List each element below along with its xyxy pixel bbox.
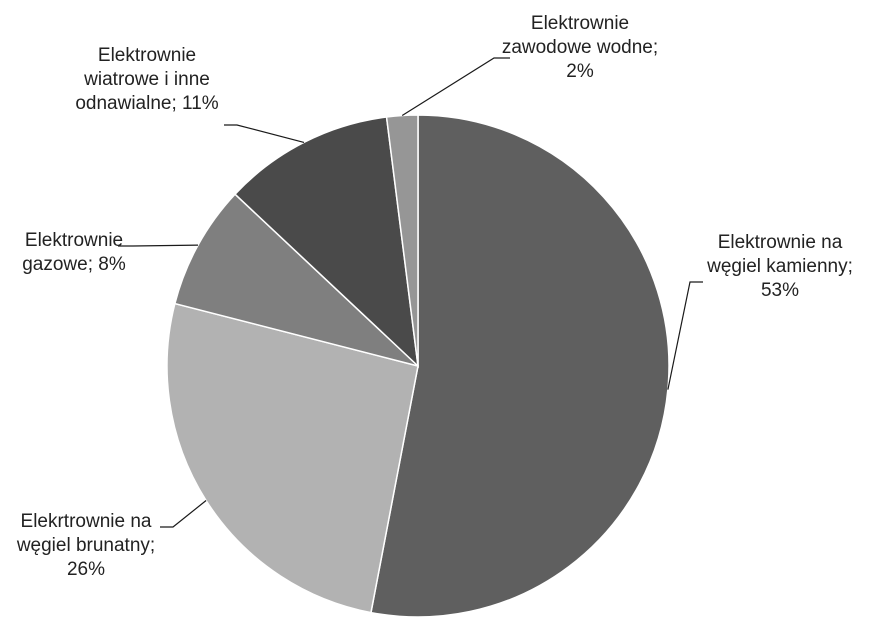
label-gas-line-2: gazowe; 8%	[12, 253, 136, 277]
label-hydro-line-1: Elektrownie	[494, 12, 666, 36]
label-lignite-line-2: węgiel brunatny;	[6, 534, 166, 558]
label-gas-line-1: Elektrownie	[12, 229, 136, 253]
label-wind-line-3: odnawialne; 11%	[62, 92, 232, 116]
label-hard-coal-line-2: węgiel kamienny;	[694, 255, 866, 279]
label-hard-coal-line-3: 53%	[694, 279, 866, 303]
label-hydro-line-3: 2%	[494, 60, 666, 84]
slices-group	[167, 115, 669, 617]
label-gas: Elektrownie gazowe; 8%	[12, 229, 136, 277]
label-hard-coal: Elektrownie na węgiel kamienny; 53%	[694, 231, 866, 303]
label-lignite: Elekrtrownie na węgiel brunatny; 26%	[6, 510, 166, 582]
label-lignite-line-3: 26%	[6, 558, 166, 582]
label-lignite-line-1: Elekrtrownie na	[6, 510, 166, 534]
leader-wind	[224, 125, 304, 142]
label-hydro: Elektrownie zawodowe wodne; 2%	[494, 12, 666, 84]
label-hydro-line-2: zawodowe wodne;	[494, 36, 666, 60]
label-wind-line-2: wiatrowe i inne	[62, 68, 232, 92]
label-wind: Elektrownie wiatrowe i inne odnawialne; …	[62, 44, 232, 116]
label-wind-line-1: Elektrownie	[62, 44, 232, 68]
leader-lignite	[160, 501, 206, 528]
label-hard-coal-line-1: Elektrownie na	[694, 231, 866, 255]
